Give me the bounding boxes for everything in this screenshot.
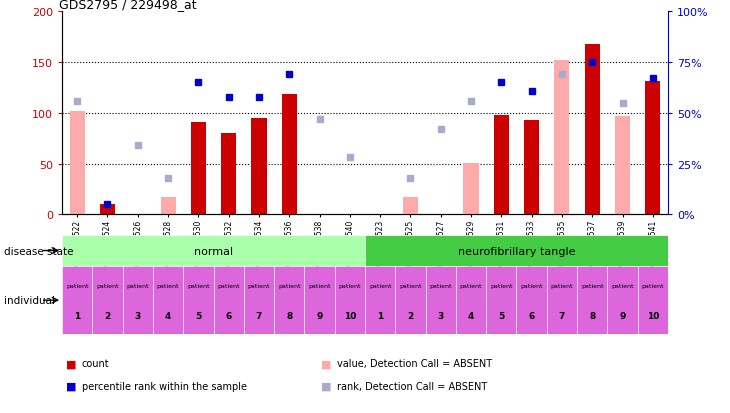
- Bar: [638, 266, 668, 335]
- Text: 9: 9: [619, 311, 626, 320]
- Text: 2: 2: [104, 311, 111, 320]
- Text: 9: 9: [316, 311, 323, 320]
- Text: 7: 7: [255, 311, 262, 320]
- Text: 10: 10: [647, 311, 659, 320]
- Bar: [486, 266, 517, 335]
- Text: count: count: [82, 358, 110, 368]
- Text: disease state: disease state: [4, 246, 73, 256]
- Bar: [62, 266, 93, 335]
- Text: 4: 4: [468, 311, 474, 320]
- Text: value, Detection Call = ABSENT: value, Detection Call = ABSENT: [337, 358, 492, 368]
- Text: patient: patient: [157, 283, 180, 288]
- Bar: [365, 266, 396, 335]
- Text: ■: ■: [66, 381, 76, 391]
- Bar: [403, 197, 418, 215]
- Text: patient: patient: [247, 283, 270, 288]
- Text: patient: patient: [126, 283, 149, 288]
- Text: patient: patient: [278, 283, 301, 288]
- Bar: [615, 116, 630, 215]
- Bar: [93, 266, 123, 335]
- Text: ■: ■: [321, 381, 331, 391]
- Text: neurofibrillary tangle: neurofibrillary tangle: [458, 246, 575, 256]
- Bar: [577, 266, 607, 335]
- Text: patient: patient: [399, 283, 422, 288]
- Bar: [244, 266, 274, 335]
- Bar: [69, 112, 85, 215]
- Bar: [517, 266, 547, 335]
- Text: patient: patient: [429, 283, 452, 288]
- Bar: [645, 82, 661, 215]
- Text: rank, Detection Call = ABSENT: rank, Detection Call = ABSENT: [337, 381, 488, 391]
- Text: normal: normal: [194, 246, 233, 256]
- Text: patient: patient: [460, 283, 483, 288]
- Text: patient: patient: [187, 283, 210, 288]
- Bar: [183, 266, 214, 335]
- Bar: [464, 163, 479, 215]
- Text: 2: 2: [407, 311, 414, 320]
- Bar: [304, 266, 335, 335]
- Text: patient: patient: [520, 283, 543, 288]
- Bar: [191, 123, 206, 215]
- Bar: [335, 266, 365, 335]
- Text: patient: patient: [369, 283, 391, 288]
- Bar: [426, 266, 456, 335]
- Bar: [221, 134, 237, 215]
- Text: 1: 1: [74, 311, 80, 320]
- Text: patient: patient: [66, 283, 88, 288]
- Text: patient: patient: [96, 283, 119, 288]
- Text: 3: 3: [437, 311, 444, 320]
- Bar: [396, 266, 426, 335]
- Text: patient: patient: [308, 283, 331, 288]
- Text: 6: 6: [226, 311, 232, 320]
- Bar: [607, 266, 638, 335]
- Text: patient: patient: [611, 283, 634, 288]
- Text: percentile rank within the sample: percentile rank within the sample: [82, 381, 247, 391]
- Text: 3: 3: [134, 311, 141, 320]
- Bar: [282, 94, 297, 215]
- Text: patient: patient: [581, 283, 604, 288]
- Bar: [62, 235, 365, 266]
- Bar: [251, 119, 266, 215]
- Bar: [524, 121, 539, 215]
- Bar: [161, 197, 176, 215]
- Text: ■: ■: [321, 358, 331, 368]
- Text: patient: patient: [550, 283, 573, 288]
- Bar: [274, 266, 304, 335]
- Text: 8: 8: [589, 311, 596, 320]
- Text: patient: patient: [490, 283, 512, 288]
- Text: 8: 8: [286, 311, 293, 320]
- Text: 10: 10: [344, 311, 356, 320]
- Bar: [456, 266, 486, 335]
- Text: 7: 7: [558, 311, 565, 320]
- Bar: [123, 266, 153, 335]
- Text: 4: 4: [165, 311, 172, 320]
- Text: GDS2795 / 229498_at: GDS2795 / 229498_at: [59, 0, 196, 11]
- Text: patient: patient: [642, 283, 664, 288]
- Bar: [493, 116, 509, 215]
- Bar: [153, 266, 183, 335]
- Text: individual: individual: [4, 296, 55, 306]
- Text: 6: 6: [529, 311, 535, 320]
- Bar: [100, 205, 115, 215]
- Bar: [585, 45, 600, 215]
- Text: patient: patient: [218, 283, 240, 288]
- Text: 1: 1: [377, 311, 383, 320]
- Text: 5: 5: [195, 311, 201, 320]
- Text: patient: patient: [339, 283, 361, 288]
- Text: ■: ■: [66, 358, 76, 368]
- Bar: [365, 235, 668, 266]
- Bar: [547, 266, 577, 335]
- Text: 5: 5: [498, 311, 504, 320]
- Bar: [214, 266, 244, 335]
- Bar: [554, 61, 569, 215]
